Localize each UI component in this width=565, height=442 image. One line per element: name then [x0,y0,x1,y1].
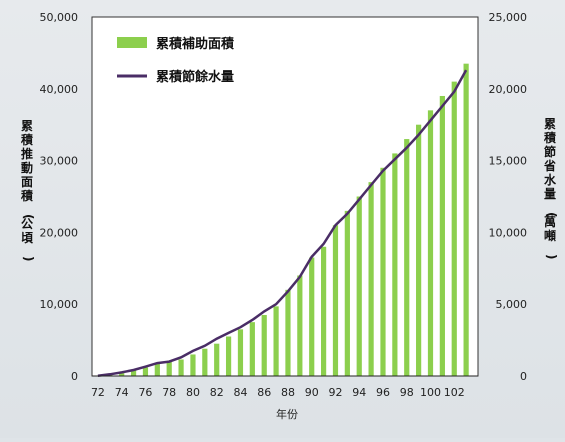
bar [285,290,290,376]
left-tick-label: 0 [71,370,78,383]
bar [357,197,362,377]
bar [309,258,314,376]
left-tick-label: 30,000 [40,155,79,168]
x-tick-label: 82 [210,386,224,399]
bar [297,275,302,376]
legend-bar-swatch [117,37,147,48]
left-tick-label: 20,000 [40,226,79,239]
right-tick-label: 25,000 [489,11,528,24]
x-tick-label: 90 [305,386,319,399]
left-tick-label: 10,000 [40,298,79,311]
bar [190,354,195,376]
x-tick-label: 76 [138,386,152,399]
bar [380,168,385,376]
bar [464,64,469,376]
bar [273,306,278,376]
legend-bar-label: 累積補助面積 [156,36,235,52]
bar [178,359,183,376]
right-tick-label: 20,000 [489,83,528,96]
bar [369,182,374,376]
bar [238,329,243,376]
bar [250,322,255,376]
bar [392,153,397,376]
x-tick-label: 72 [91,386,105,399]
left-axis-ticks: 0 10,000 20,000 30,000 40,000 50,000 [40,11,79,383]
bar [428,110,433,376]
x-tick-label: 94 [352,386,366,399]
right-tick-label: 5,000 [496,298,528,311]
x-tick-label: 86 [257,386,271,399]
x-tick-label: 74 [115,386,129,399]
bar [452,82,457,376]
bar [416,125,421,376]
x-tick-label: 80 [186,386,200,399]
x-tick-label: 88 [281,386,295,399]
right-axis-label: 累積節省水量(萬噸) [543,117,558,259]
left-axis-label: 累積推動面積(公頃) [20,119,35,261]
x-tick-label: 102 [444,386,465,399]
bar [214,344,219,376]
x-tick-label: 100 [420,386,441,399]
x-tick-label: 84 [233,386,247,399]
bar [262,315,267,376]
bar [404,139,409,376]
right-tick-label: 10,000 [489,226,528,239]
left-tick-label: 50,000 [40,11,79,24]
bar [202,349,207,376]
right-tick-label: 0 [520,370,527,383]
right-tick-label: 15,000 [489,155,528,168]
right-axis-ticks: 0 5,000 10,000 15,000 20,000 25,000 [489,11,528,383]
bar [143,367,148,376]
x-tick-label: 98 [400,386,414,399]
x-axis-label: 年份 [276,407,298,421]
left-tick-label: 40,000 [40,83,79,96]
x-tick-label: 96 [376,386,390,399]
bar [345,211,350,376]
x-tick-label: 78 [162,386,176,399]
bar [333,225,338,376]
bar [155,364,160,376]
x-tick-label: 92 [328,386,342,399]
bar [321,247,326,376]
bar [440,96,445,376]
legend-line-label: 累積節餘水量 [156,69,234,85]
bar [167,362,172,376]
bar [226,337,231,376]
